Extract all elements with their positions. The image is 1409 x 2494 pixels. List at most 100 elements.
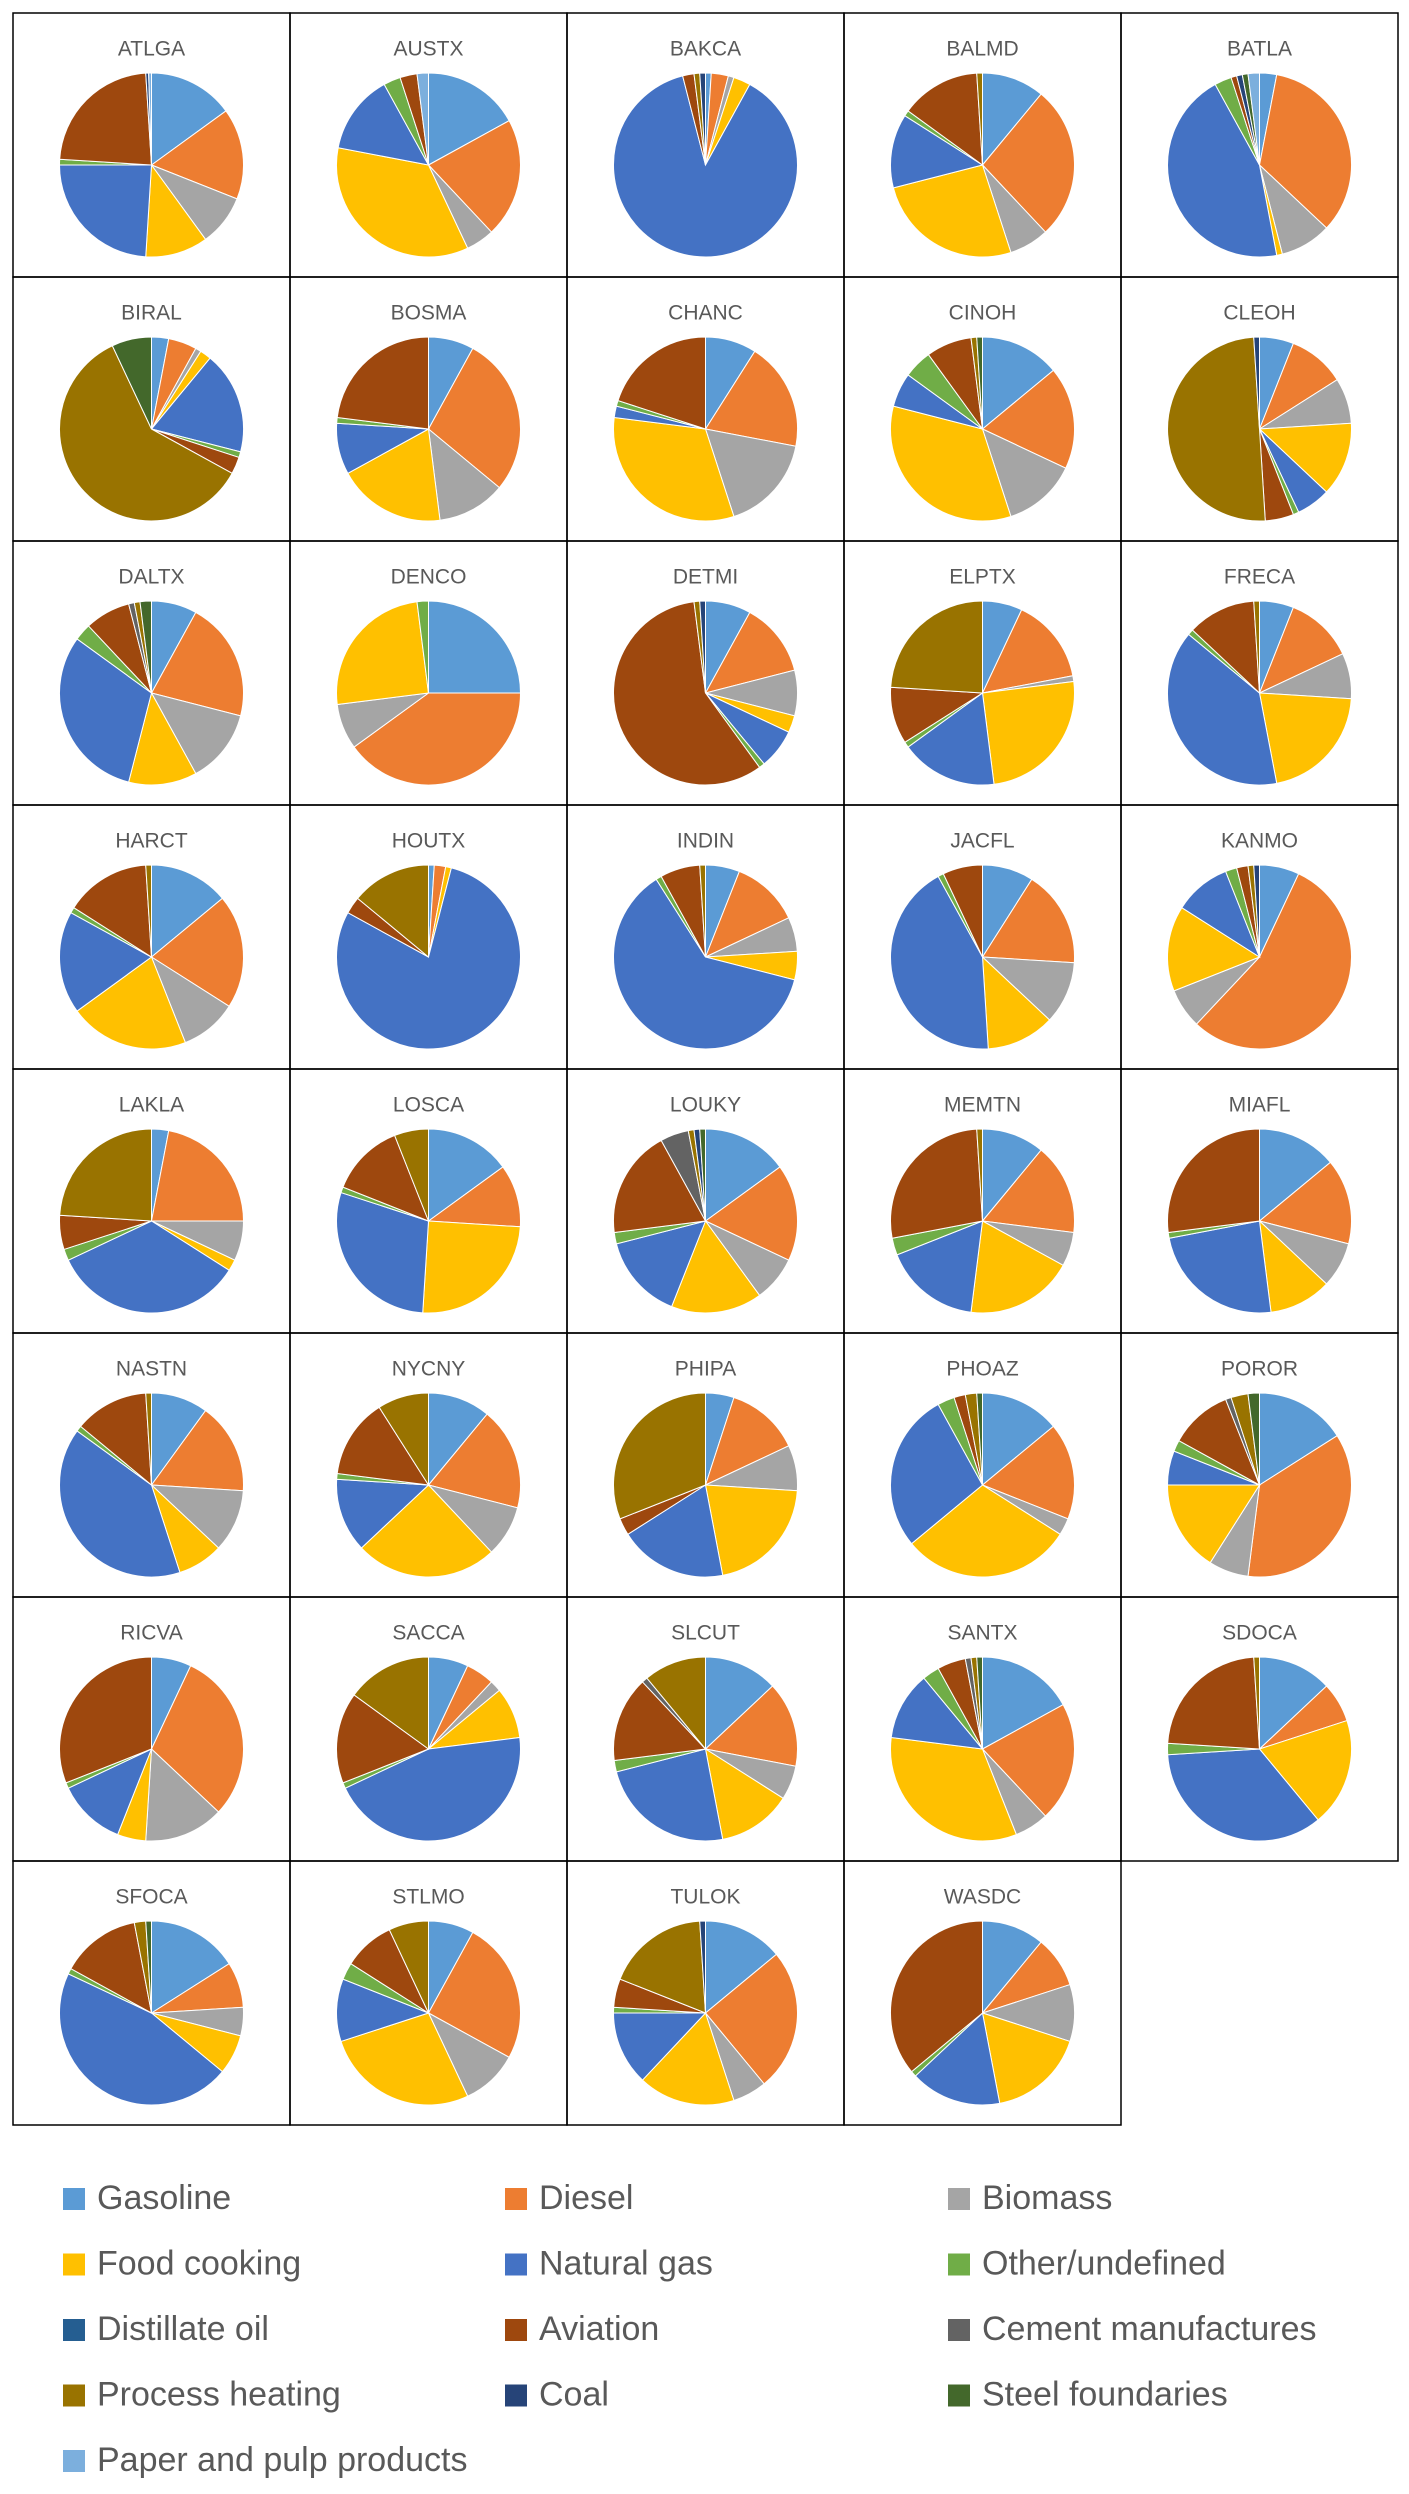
pie-slice [704, 1953, 798, 2085]
pie-slice [981, 955, 1051, 1050]
pie-slice [79, 1392, 153, 1487]
legend-label: Aviation [539, 2310, 659, 2348]
pie-slice [1253, 600, 1260, 694]
pie-slice [428, 1128, 504, 1222]
pie-slice [67, 1220, 230, 1314]
pie-slice [699, 72, 706, 166]
pie-slice [150, 1130, 245, 1222]
legend-label: Distillate oil [97, 2310, 269, 2348]
pie-slice [699, 864, 706, 958]
pie-slice [976, 72, 983, 166]
pie-slice [59, 1973, 224, 2106]
panel-title: SANTX [947, 1622, 1017, 1645]
pie-slice [613, 1139, 707, 1234]
pie-slice [336, 601, 430, 706]
pie-slice [981, 878, 1075, 964]
pie-slice [150, 611, 244, 717]
pie-slice [981, 1149, 1075, 1234]
legend-swatch [505, 2384, 527, 2407]
pie-slice [336, 1406, 430, 1486]
panel-border [843, 1860, 1122, 2126]
panel-border [1120, 1596, 1399, 1862]
pie-slice [914, 2012, 1001, 2106]
pie-slice [336, 1694, 430, 1784]
pie-slice [1259, 1128, 1332, 1223]
legend-swatch [505, 2319, 527, 2341]
pie-slice [976, 1656, 983, 1750]
pie-slice [336, 1191, 430, 1314]
pie-slice [982, 1656, 1064, 1750]
pie-slice [1259, 1656, 1328, 1751]
pie-slice [378, 1392, 429, 1487]
panel-title: BIRAL [121, 302, 182, 325]
pie-slice [139, 600, 152, 694]
pie-slice [970, 1220, 1064, 1314]
pie-slice [340, 2012, 469, 2106]
pie-slice [1191, 600, 1261, 695]
panel-title: CHANC [668, 302, 743, 325]
panel-title: DENCO [391, 566, 467, 589]
pie-slice [981, 1425, 1075, 1520]
pie-slice [704, 1484, 798, 1576]
pie-slice [641, 2012, 735, 2106]
pie-slice [704, 1685, 798, 1767]
panel-title: KANMO [1221, 830, 1298, 853]
pie-slice [336, 147, 469, 258]
panel-title: LOSCA [393, 1094, 464, 1117]
legend-label: Natural gas [539, 2244, 713, 2282]
pie-slice [613, 416, 735, 522]
pie-slice [704, 870, 790, 958]
pie-slice [360, 1484, 493, 1578]
pie-slice [342, 1134, 430, 1222]
pie-slice [145, 1392, 152, 1486]
legend-label: Coal [539, 2375, 609, 2413]
panel-title: SACCA [392, 1622, 464, 1645]
panel-title: SFOCA [115, 1886, 187, 1909]
legend-swatch [505, 2188, 527, 2210]
pie-slice [427, 119, 521, 233]
panel-title: PHOAZ [946, 1358, 1019, 1381]
pie-slice [981, 609, 1074, 694]
pie-slice [427, 347, 521, 489]
pie-slice [1247, 1392, 1260, 1486]
pie-slice [981, 1704, 1075, 1817]
pie-slice [59, 911, 153, 1012]
pie-slice [1253, 1656, 1260, 1750]
pie-slice [150, 357, 244, 453]
pie-slice [145, 1747, 220, 1842]
pie-slice [646, 1656, 706, 1751]
panel-title: DETMI [673, 566, 738, 589]
pie-slice [704, 1747, 784, 1840]
pie-slice [1247, 72, 1260, 166]
pie-slice [981, 680, 1075, 785]
legend-swatch [948, 2319, 970, 2341]
panel-title: BALMD [946, 38, 1018, 61]
pie-slice [981, 2012, 1071, 2104]
pie-slice [1167, 907, 1261, 992]
panel-title: MEMTN [944, 1094, 1021, 1117]
pie-slice [704, 1166, 798, 1261]
pie-slice [1258, 692, 1352, 784]
pie-slice [427, 427, 501, 521]
pie-slice [427, 1931, 521, 2058]
pie-slice [353, 1656, 429, 1750]
pie-slice [890, 115, 984, 189]
panel-title: SLCUT [671, 1622, 740, 1645]
pie-slice [428, 600, 522, 694]
pie-slice [615, 1748, 724, 1842]
pie-slice [613, 1681, 707, 1762]
pie-slice [890, 1128, 984, 1239]
pie-slice [1253, 336, 1260, 430]
pie-slice [150, 897, 244, 1007]
pie-slice [617, 336, 706, 430]
legend-swatch [63, 2253, 85, 2276]
pie-slice [336, 1478, 430, 1549]
pie-slice [896, 1220, 984, 1313]
pie-slice [613, 601, 761, 786]
panel-title: PHIPA [675, 1358, 736, 1381]
panel-title: FRECA [1224, 566, 1295, 589]
pie-slice [150, 1665, 244, 1813]
pie-slice [59, 1128, 152, 1222]
panel-title: SDOCA [1222, 1622, 1297, 1645]
pie-slice [337, 83, 430, 166]
